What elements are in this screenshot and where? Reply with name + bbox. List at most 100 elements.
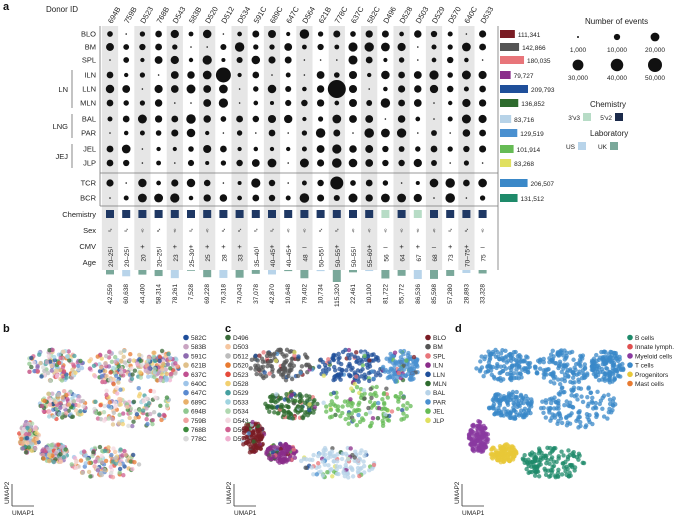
donor-total-label: 33,328	[480, 284, 487, 304]
umap-point	[136, 385, 141, 391]
umap-point	[271, 374, 276, 379]
donor-total-label: 58,314	[156, 284, 163, 304]
umap-point	[281, 451, 286, 457]
donor-label: D529	[430, 5, 447, 25]
tissue-row-label: MLN	[80, 99, 96, 108]
donor-total-bar	[478, 270, 487, 274]
sex-symbol: ♀	[204, 226, 210, 235]
event-dot	[267, 114, 277, 124]
umap-point	[348, 397, 353, 402]
umap-point	[594, 411, 599, 417]
umap-point	[111, 381, 116, 387]
umap-point	[55, 392, 61, 398]
umap-point	[83, 453, 89, 458]
umap-point	[265, 350, 271, 356]
event-dot	[317, 194, 325, 202]
event-dot	[285, 85, 292, 93]
age-label: 64	[400, 254, 407, 262]
umap-point	[570, 389, 575, 394]
event-dot	[186, 128, 196, 138]
umap-point	[336, 360, 341, 365]
umap-point	[115, 391, 120, 396]
umap-point	[113, 354, 118, 360]
umap-point	[594, 352, 599, 358]
umap-point	[165, 362, 171, 367]
umap-point	[374, 384, 379, 390]
donor-label: 640C	[462, 4, 479, 25]
umap-xlabel: UMAP1	[462, 510, 485, 517]
umap-point	[42, 398, 47, 404]
umap-legend-label: Progenitors	[635, 372, 669, 379]
umap-point	[287, 415, 292, 420]
donor-label: 591C	[252, 4, 269, 25]
umap-point	[91, 363, 97, 368]
donor-label: 621B	[317, 5, 334, 25]
umap-point	[400, 407, 405, 413]
row-total-bar	[500, 159, 512, 167]
umap-point	[321, 448, 326, 453]
umap-point	[54, 406, 59, 412]
event-dot	[255, 132, 257, 134]
umap-point	[346, 412, 351, 417]
umap-point	[526, 470, 531, 476]
umap-point	[297, 399, 303, 405]
event-dot	[365, 115, 374, 123]
umap-legend-marker	[627, 334, 633, 341]
event-dot	[365, 194, 373, 202]
umap-point	[273, 358, 279, 363]
event-dot	[237, 31, 242, 37]
umap-point	[19, 436, 24, 442]
events-legend-title: Number of events	[585, 17, 648, 26]
age-label: 68	[432, 254, 439, 262]
umap-point	[578, 386, 584, 391]
umap-point	[25, 440, 30, 446]
umap-point	[536, 457, 541, 462]
cmv-status: +	[399, 242, 404, 251]
umap-point	[559, 449, 564, 454]
event-dot	[121, 144, 131, 154]
umap-point	[347, 363, 353, 368]
umap-point	[103, 361, 108, 366]
umap-point	[49, 442, 54, 448]
umap-point	[541, 371, 546, 377]
umap-point	[557, 411, 562, 417]
umap-point	[508, 354, 513, 359]
chemistry-square	[154, 210, 163, 218]
event-dot	[284, 56, 292, 64]
umap-point	[315, 453, 321, 459]
age-label: 33	[238, 254, 245, 262]
cmv-status: –	[157, 242, 162, 251]
donor-total-label: 76,318	[220, 284, 227, 304]
umap-point	[116, 380, 121, 385]
umap-point	[87, 366, 93, 371]
umap-point	[27, 361, 32, 367]
event-dot	[285, 72, 291, 78]
umap-point	[325, 470, 330, 475]
umap-point	[404, 406, 409, 411]
umap-point	[289, 360, 294, 366]
umap-point	[383, 412, 388, 417]
umap-point	[292, 350, 297, 355]
umap-legend-label: D564	[233, 427, 249, 434]
umap-point	[329, 467, 334, 472]
umap-point	[104, 373, 109, 379]
umap-point	[576, 379, 582, 385]
umap-legend-label: 591C	[191, 353, 207, 360]
chemistry-square	[300, 210, 309, 218]
umap-point	[505, 455, 510, 460]
umap-legend-marker	[627, 362, 633, 368]
event-dot	[334, 44, 340, 50]
umap-point	[490, 349, 496, 355]
umap-point	[340, 451, 346, 456]
event-dot	[462, 98, 471, 108]
umap-legend-marker	[425, 371, 431, 378]
cmv-status: –	[432, 242, 437, 251]
umap-point	[127, 415, 132, 421]
group-label: LNG	[53, 122, 69, 131]
event-dot	[478, 99, 487, 107]
umap-point	[468, 429, 473, 434]
umap-point	[74, 465, 79, 471]
umap-point	[144, 396, 149, 401]
umap-point	[289, 392, 295, 398]
